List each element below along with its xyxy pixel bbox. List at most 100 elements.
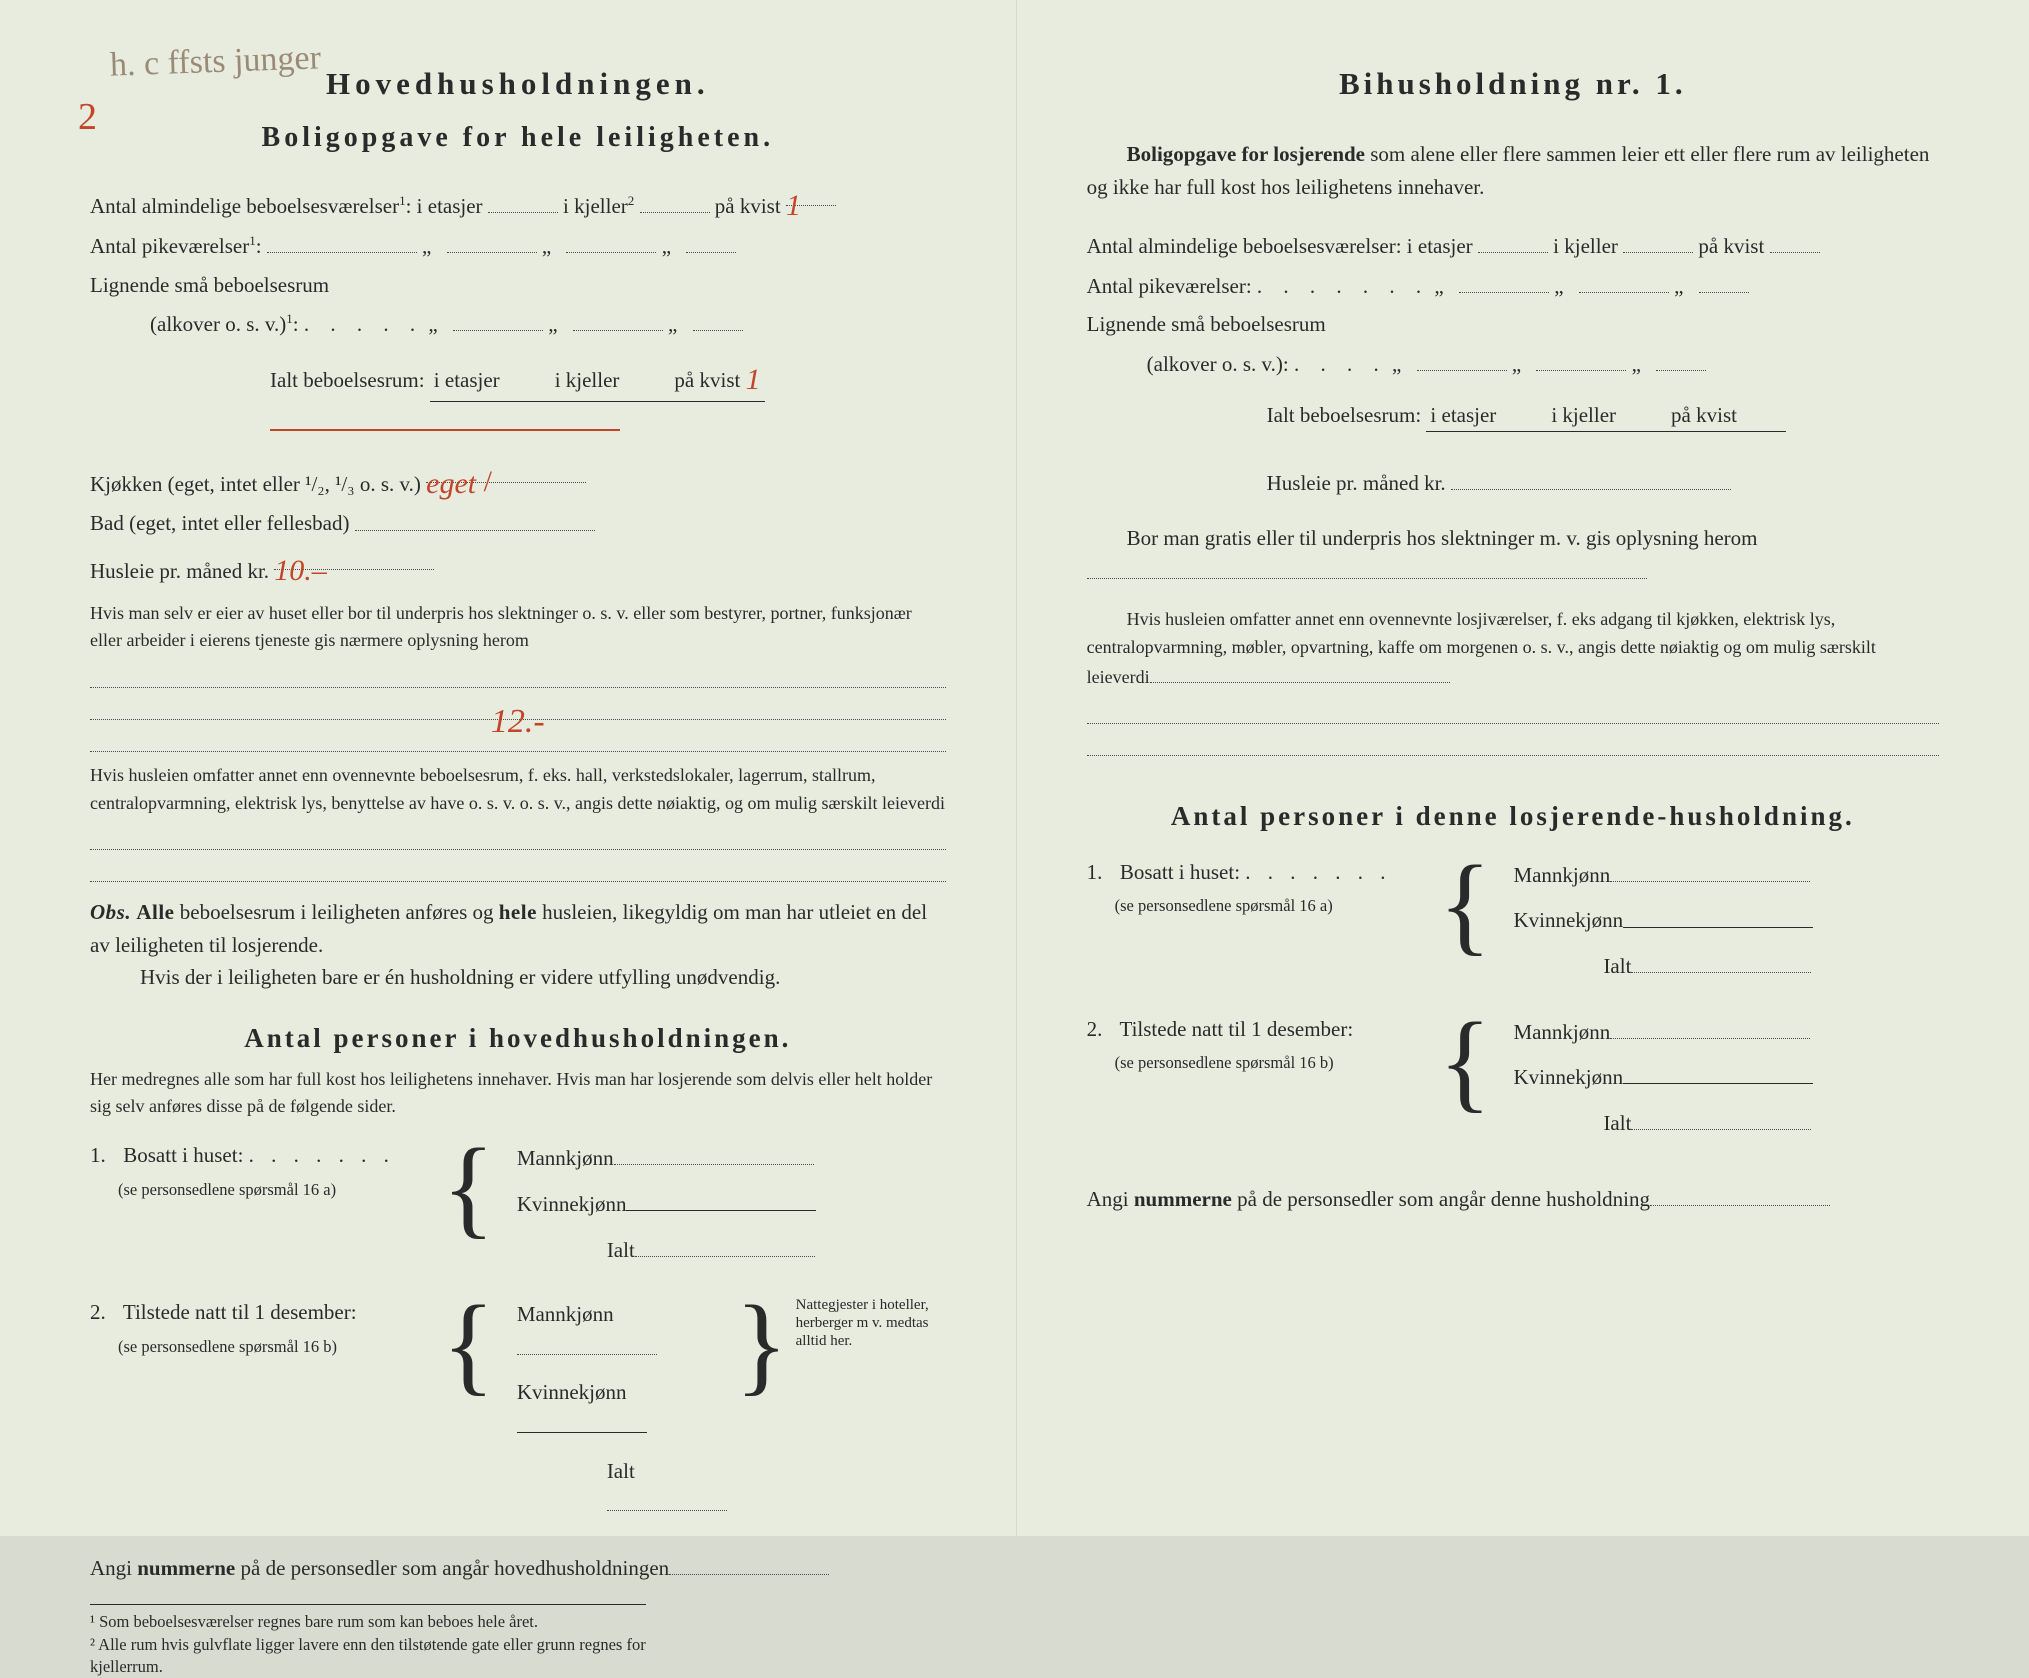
r-p2-female-blank — [1623, 1060, 1813, 1084]
red-underline-1 — [270, 425, 620, 431]
r-numbers-line: Angi nummerne på de personsedler som ang… — [1087, 1182, 1939, 1216]
r-p2-left: 2. Tilstede natt til 1 desember: (se per… — [1087, 1013, 1417, 1078]
persons-block: 1. Bosatt i huset: . . . . . . . (se per… — [90, 1139, 946, 1532]
bath-blank — [355, 506, 595, 530]
p1-total-blank — [635, 1233, 815, 1257]
ditto4: „ — [428, 312, 447, 336]
r-extra-blank1 — [1150, 662, 1450, 683]
p2-right: Mannkjønn Kvinnekjønn Ialt { Nattegjeste… — [517, 1296, 946, 1533]
brace-2: { — [442, 1296, 495, 1375]
p2-sub: (se personsedlene spørsmål 16 b) — [90, 1337, 337, 1356]
p1-label: Bosatt i huset: — [123, 1143, 243, 1167]
r-p2-label: Tilstede natt til 1 desember: — [1120, 1017, 1354, 1041]
obs-text1: Alle beboelsesrum i leiligheten anføres … — [90, 900, 927, 957]
r-numbers-label: Angi nummerne på de personsedler som ang… — [1087, 1187, 1650, 1211]
r-ditto3: „ — [1674, 274, 1693, 298]
r-p1-total-blank — [1631, 949, 1811, 973]
bath-line: Bad (eget, intet eller fellesbad) — [90, 506, 946, 540]
kitchen-slash: / — [476, 465, 492, 498]
p1-female-label: Kvinnekjønn — [517, 1192, 627, 1216]
numbers-blank — [669, 1551, 829, 1575]
attic-blank: 1 — [786, 181, 836, 205]
maid-blank3 — [566, 229, 656, 253]
r-p1-left: 1. Bosatt i huset: . . . . . . . (se per… — [1087, 856, 1417, 921]
r-rooms-label: Antal almindelige beboelsesværelser: i e… — [1087, 234, 1473, 258]
owner-note: Hvis man selv er eier av huset eller bor… — [90, 600, 946, 656]
r-p2-total-blank — [1631, 1106, 1811, 1130]
p2-male-label: Mannkjønn — [517, 1302, 614, 1326]
ditto6: „ — [668, 312, 687, 336]
total-attic-text: på kvist — [674, 368, 740, 392]
r-rent-blank — [1451, 466, 1731, 490]
r-p1-sub: (se personsedlene spørsmål 16 a) — [1087, 896, 1333, 915]
extra-hw-value: 12.- — [491, 703, 545, 740]
person-row-2: 2. Tilstede natt til 1 desember: (se per… — [90, 1296, 946, 1533]
maid-blank1 — [267, 229, 417, 253]
maid-rooms-label: Antal pikeværelser — [90, 234, 249, 258]
p1-right: Mannkjønn Kvinnekjønn Ialt — [517, 1139, 946, 1278]
tc-blank — [619, 364, 674, 387]
night-note: Nattegjester i hoteller, herberger m v. … — [796, 1296, 946, 1533]
r-p2-total: Ialt — [1513, 1106, 1939, 1140]
maid-blank4 — [686, 229, 736, 253]
p1-male-blank — [614, 1141, 814, 1165]
floors-label: : i etasjer — [406, 194, 483, 218]
owner-rule1 — [90, 661, 946, 687]
tf-blank — [500, 364, 555, 387]
r-brace-2: { — [1439, 1013, 1492, 1092]
extra-rule2 — [90, 856, 946, 882]
obs-block: Obs. Alle beboelsesrum i leiligheten anf… — [90, 896, 946, 994]
obs-text2: Hvis der i leiligheten bare er én hushol… — [90, 961, 780, 994]
p1-female-blank — [626, 1187, 816, 1211]
kitchen-line: Kjøkken (eget, intet eller ¹/₂, ¹/₃ o. s… — [90, 459, 946, 501]
rent-line: Husleie pr. måned kr. 10.– — [90, 546, 946, 588]
total-floors: i etasjeri kjellerpå kvist 1 — [430, 355, 765, 403]
p2-num: 2. — [90, 1296, 118, 1329]
r-extra-rule1 — [1087, 698, 1939, 724]
r-similar-line: Lignende små beboelsesrum — [1087, 308, 1939, 341]
p1-total-label: Ialt — [607, 1238, 635, 1262]
r-extra-note: Hvis husleien omfatter annet enn ovennev… — [1087, 606, 1939, 691]
r-ditto2: „ — [1554, 274, 1573, 298]
r-free-line: Bor man gratis eller til underpris hos s… — [1087, 522, 1939, 588]
r-total-label: Ialt beboelsesrum: — [1267, 403, 1422, 427]
r-total-uline: i etasjeri kjellerpå kvist — [1426, 399, 1786, 433]
p2-label: Tilstede natt til 1 desember: — [123, 1300, 357, 1324]
p2-female-blank — [517, 1409, 647, 1433]
r-alcove-line: (alkover o. s. v.): . . . . „ „ „ — [1087, 347, 1939, 381]
r-attic-label: på kvist — [1698, 234, 1764, 258]
p1-num: 1. — [90, 1139, 118, 1172]
r-p1-right: Mannkjønn Kvinnekjønn Ialt — [1513, 856, 1939, 995]
attic-value: 1 — [786, 189, 801, 222]
r-p2-male-blank — [1610, 1015, 1810, 1039]
r-free-label: Bor man gratis eller til underpris hos s… — [1127, 526, 1758, 550]
r-person-row-1: 1. Bosatt i huset: . . . . . . . (se per… — [1087, 856, 1939, 995]
left-page: h. c ffsts junger 2 Hovedhusholdningen. … — [0, 0, 1016, 1536]
right-page: Bihusholdning nr. 1. Boligopgave for los… — [1016, 0, 2029, 1536]
sup1b: 1 — [249, 233, 256, 248]
p2-male: Mannkjønn — [517, 1298, 727, 1364]
extra-rule1 — [90, 824, 946, 850]
r-p1-male-label: Mannkjønn — [1513, 863, 1610, 887]
r-dots: . . . . . . . — [1257, 274, 1429, 298]
floors-blank — [488, 189, 558, 213]
p1-total: Ialt — [517, 1233, 946, 1267]
r-total-line: Ialt beboelsesrum: i etasjeri kjellerpå … — [1087, 399, 1939, 433]
r-similar-label: Lignende små beboelsesrum — [1087, 312, 1326, 336]
r-p1-total-label: Ialt — [1603, 954, 1631, 978]
r-p2-female-label: Kvinnekjønn — [1513, 1065, 1623, 1089]
r-extra-rule2 — [1087, 730, 1939, 756]
r-alc-blank2 — [1536, 347, 1626, 371]
total-floors-text: i etasjer — [434, 368, 500, 392]
ditto3: „ — [662, 234, 681, 258]
r-brace-1: { — [1439, 856, 1492, 935]
handwriting-top: h. c ffsts junger — [109, 32, 322, 92]
r-floors-blank — [1478, 229, 1548, 253]
r-persons-title: Antal personer i denne losjerende-hushol… — [1087, 796, 1939, 838]
extra-note: Hvis husleien omfatter annet enn ovennev… — [90, 762, 946, 818]
r-maid-blank1 — [1459, 269, 1549, 293]
footnote-1: ¹ Som beboelsesværelser regnes bare rum … — [90, 1611, 646, 1633]
rent-value: 10.– — [274, 554, 327, 587]
r-tc-blank — [1616, 399, 1671, 422]
ditto5: „ — [548, 312, 567, 336]
